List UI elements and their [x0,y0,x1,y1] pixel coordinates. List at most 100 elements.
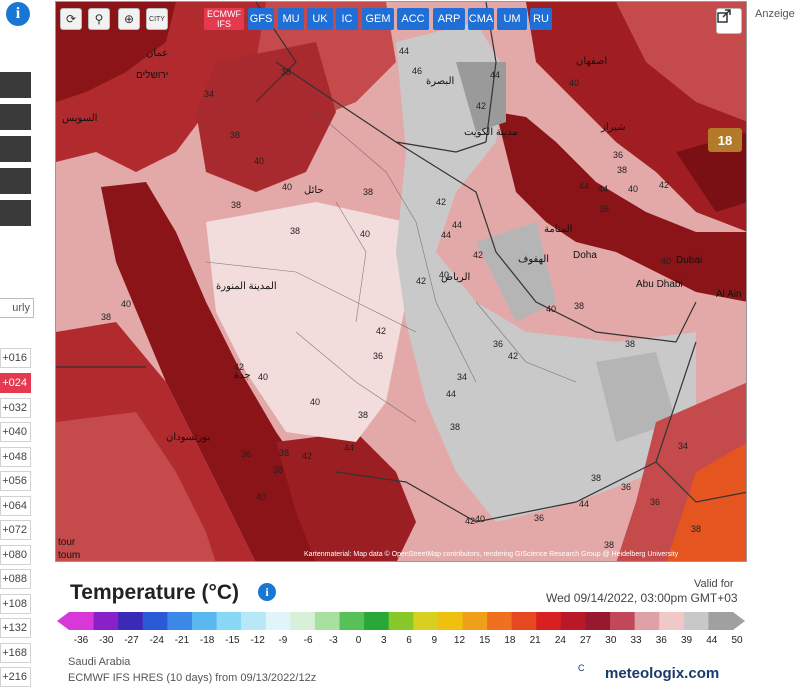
forecast-step-088[interactable]: +088 [0,569,31,589]
temperature-value-label: 40 [628,184,639,194]
temperature-value-label: 44 [490,70,501,80]
model-button-um[interactable]: UM [497,8,527,30]
forecast-step-064[interactable]: +064 [0,496,31,516]
temperature-value-label: 38 [617,165,628,175]
scale-segment [634,612,660,630]
model-button-acc[interactable]: ACC [397,8,429,30]
scale-segment [536,612,562,630]
weather-map[interactable]: ⟳ ⚲ ⊕ CITY ECMWF IFS GFS MU UK IC GEM ACC ARP CM… [55,1,747,562]
share-glyph [717,9,731,23]
forecast-step-132[interactable]: +132 [0,618,31,638]
scale-tick-label: 50 [731,635,743,646]
label-riyadh: الرياض [441,272,471,283]
temperature-value-label: 36 [650,497,661,507]
label-port-sudan: بورتسودان [166,432,211,443]
scale-segment [314,612,341,630]
forecast-step-216[interactable]: +216 [0,667,31,687]
model-button-gfs[interactable]: GFS [248,8,274,30]
forecast-step-056[interactable]: +056 [0,471,31,491]
scale-tick-label: 30 [605,635,617,646]
forecast-step-080[interactable]: +080 [0,545,31,565]
share-icon[interactable] [716,8,742,34]
temperature-value-label: 40 [256,492,267,502]
forecast-step-032[interactable]: +032 [0,398,31,418]
temperature-value-label: 40 [439,270,450,280]
scale-segment [683,612,709,630]
temperature-value-label: 40 [282,182,293,192]
scale-tick-label: 9 [431,635,437,646]
forecast-step-040[interactable]: +040 [0,422,31,442]
sidebar-button-5[interactable] [0,200,31,226]
scale-segment [560,612,586,630]
legend-info-icon[interactable]: i [258,583,276,601]
label-amman: عمان [146,48,169,59]
scale-tick-label: -18 [199,635,215,646]
scale-tick-label: -27 [124,635,139,646]
temperature-value-label: 42 [476,101,487,111]
scale-tick-label: -30 [98,635,114,646]
model-button-ecmwf-ifs[interactable]: ECMWF IFS [204,8,244,30]
sidebar-button-4[interactable] [0,168,31,194]
label-al-ain: Al Ain [716,289,742,300]
forecast-step-168[interactable]: +168 [0,643,31,663]
temperature-value-label: 38 [574,301,585,311]
valid-for-label: Valid for [694,578,734,590]
model-button-uk[interactable]: UK [307,8,333,30]
label-jeddah: جدة [234,370,251,381]
temperature-value-label: 40 [661,256,672,266]
model-button-mu[interactable]: MU [278,8,304,30]
scale-tick-label: -6 [303,635,313,646]
temperature-value-label: 38 [273,465,284,475]
refresh-icon[interactable]: ⟳ [60,8,82,30]
temperature-value-label: 40 [546,304,557,314]
model-button-arp[interactable]: ARP [433,8,465,30]
temperature-value-label: 44 [598,184,609,194]
forecast-step-072[interactable]: +072 [0,520,31,540]
temperature-value-label: 40 [121,299,132,309]
temperature-value-label: 44 [452,220,463,230]
sidebar-button-3[interactable] [0,136,31,162]
scale-segment [511,612,537,630]
forecast-step-016[interactable]: +016 [0,348,31,368]
zoom-in-icon[interactable]: ⊕ [118,8,140,30]
scale-segment [364,612,390,630]
model-button-ic[interactable]: IC [336,8,358,30]
scale-tick-label: 27 [580,635,592,646]
model-button-ru[interactable]: RU [530,8,552,30]
temperature-value-label: 44 [399,46,410,56]
temperature-value-label: 44 [446,389,457,399]
brand-logo[interactable]: meteologix.com [605,665,720,682]
info-icon[interactable]: i [6,2,30,26]
temperature-value-label: 40 [254,156,265,166]
label-manama: المنامة [544,224,573,235]
forecast-step-108[interactable]: +108 [0,594,31,614]
scale-segment [413,612,439,630]
forecast-step-024[interactable]: +024 [0,373,31,393]
label-medina: المدينة المنورة [216,281,277,292]
scale-tick-label: 36 [655,635,667,646]
temperature-value-label: 38 [281,67,292,77]
sidebar-button-1[interactable] [0,72,31,98]
temperature-map-svg [56,2,746,561]
temperature-value-label: 38 [279,448,290,458]
temperature-value-label: 36 [534,513,545,523]
forecast-step-048[interactable]: +048 [0,447,31,467]
scale-segment [167,612,193,630]
label-abu-dhabi: Abu Dhabi [636,279,683,290]
temperature-value-label: 36 [613,150,624,160]
sidebar-button-2[interactable] [0,104,31,130]
city-toggle-button[interactable]: CITY [146,8,168,30]
scale-segment [610,612,636,630]
scale-tick-label: 44 [706,635,718,646]
model-button-cma[interactable]: CMA [468,8,494,30]
temperature-value-label: 36 [373,351,384,361]
temperature-value-label: 44 [579,499,590,509]
region-name: Saudi Arabia [68,656,131,668]
scale-tick-label: 39 [680,635,693,646]
hourly-toggle[interactable]: urly [0,298,34,318]
temperature-value-label: 34 [204,89,215,99]
model-button-gem[interactable]: GEM [362,8,394,30]
scale-tick-label: 12 [453,635,466,646]
temperature-value-label: 36 [241,449,252,459]
location-pin-icon[interactable]: ⚲ [88,8,110,30]
